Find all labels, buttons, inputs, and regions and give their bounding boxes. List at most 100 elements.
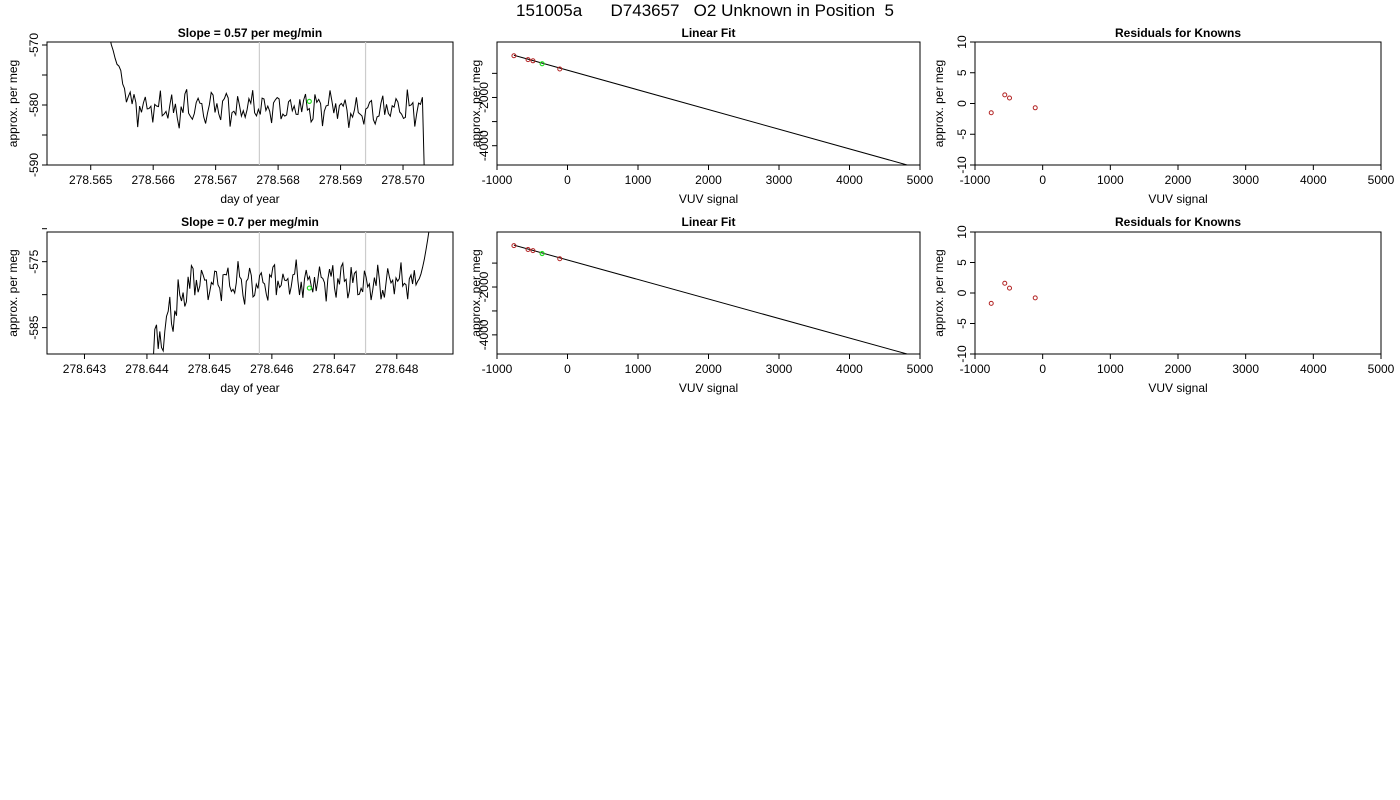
known-point bbox=[1007, 95, 1013, 101]
x-tick-label: 278.643 bbox=[63, 362, 107, 376]
y-tick-label: -10 bbox=[955, 345, 969, 363]
y-tick-label: -570 bbox=[27, 33, 41, 57]
known-point bbox=[1002, 92, 1008, 98]
plot-area bbox=[110, 42, 425, 165]
y-tick-label: -10 bbox=[955, 156, 969, 174]
x-axis-label: VUV signal bbox=[679, 192, 738, 206]
x-tick-label: 5000 bbox=[907, 362, 934, 376]
unknown-point bbox=[539, 61, 545, 67]
x-axis-label: VUV signal bbox=[679, 381, 738, 395]
x-tick-label: -1000 bbox=[960, 362, 991, 376]
known-point bbox=[525, 57, 531, 63]
known-point bbox=[988, 110, 994, 116]
x-tick-label: 278.570 bbox=[381, 173, 425, 187]
known-point bbox=[530, 58, 536, 64]
unknown-point bbox=[539, 250, 545, 257]
x-tick-label: 3000 bbox=[1232, 173, 1259, 187]
x-tick-label: -1000 bbox=[482, 173, 513, 187]
plot-area bbox=[153, 232, 430, 354]
x-tick-label: 1000 bbox=[1097, 173, 1124, 187]
x-tick-label: 2000 bbox=[1165, 362, 1192, 376]
series-line bbox=[153, 232, 430, 354]
x-tick-label: 278.645 bbox=[188, 362, 232, 376]
x-tick-label: 278.568 bbox=[256, 173, 300, 187]
x-tick-label: 278.567 bbox=[194, 173, 238, 187]
y-tick-label: -580 bbox=[27, 93, 41, 117]
y-axis-label: approx. per meg bbox=[469, 249, 483, 336]
x-tick-label: 4000 bbox=[836, 173, 863, 187]
known-point bbox=[1032, 105, 1038, 111]
known-point bbox=[557, 66, 563, 72]
chart-title: Slope = 0.57 per meg/min bbox=[178, 26, 322, 40]
timeseries-chart-2: Slope = 0.7 per meg/min 278.643 278.644 278… bbox=[6, 215, 454, 395]
linear-fit-chart-2: Linear Fit -1000 0 1000 2000 3000 4000 5000 VUV … bbox=[469, 215, 934, 395]
x-tick-label: 5000 bbox=[1368, 173, 1395, 187]
x-tick-label: 278.569 bbox=[319, 173, 363, 187]
x-tick-label: 0 bbox=[564, 173, 571, 187]
x-axis-label: day of year bbox=[220, 192, 279, 206]
y-tick-label: -2000 bbox=[477, 271, 491, 302]
y-tick-label: -5 bbox=[955, 318, 969, 329]
x-axis-label: VUV signal bbox=[1148, 381, 1207, 395]
series-line bbox=[110, 42, 425, 165]
x-tick-label: 3000 bbox=[1232, 362, 1259, 376]
y-axis-label: approx. per meg bbox=[6, 60, 20, 147]
chart-title: Linear Fit bbox=[681, 215, 735, 229]
plot-area bbox=[511, 53, 910, 165]
y-tick-label: 5 bbox=[955, 69, 969, 76]
chart-title: Linear Fit bbox=[681, 26, 735, 40]
y-tick-label: 10 bbox=[955, 35, 969, 49]
y-axis-label: approx. per meg bbox=[6, 249, 20, 336]
known-point bbox=[557, 256, 563, 262]
x-tick-label: 278.648 bbox=[375, 362, 419, 376]
plot-area bbox=[988, 92, 1038, 116]
y-axis-label: approx. per meg bbox=[932, 249, 946, 336]
y-tick-label: 0 bbox=[955, 289, 969, 296]
x-tick-label: 2000 bbox=[695, 362, 722, 376]
known-point bbox=[988, 300, 994, 306]
x-tick-label: 0 bbox=[564, 362, 571, 376]
x-tick-label: 4000 bbox=[1300, 173, 1327, 187]
x-tick-label: 3000 bbox=[766, 362, 793, 376]
x-tick-label: -1000 bbox=[482, 362, 513, 376]
x-tick-label: 0 bbox=[1039, 362, 1046, 376]
known-point bbox=[530, 248, 536, 254]
x-tick-label: 4000 bbox=[1300, 362, 1327, 376]
x-tick-label: 278.566 bbox=[131, 173, 175, 187]
page-title: 151005a D743657 O2 Unknown in Position 5 bbox=[515, 1, 895, 20]
plot-frame bbox=[46, 41, 454, 166]
plot-area bbox=[511, 243, 910, 354]
known-point bbox=[511, 53, 517, 59]
fit-line bbox=[513, 244, 910, 354]
x-tick-label: 278.646 bbox=[250, 362, 294, 376]
y-tick-label: 0 bbox=[955, 100, 969, 107]
unknown-point bbox=[306, 98, 312, 105]
y-tick-label: -4000 bbox=[477, 130, 491, 161]
y-tick-label: -575 bbox=[27, 249, 41, 273]
x-tick-label: 1000 bbox=[1097, 362, 1124, 376]
known-point bbox=[1002, 280, 1008, 286]
x-tick-label: 3000 bbox=[766, 173, 793, 187]
residuals-chart-2: Residuals for Knowns -1000 0 1000 2000 3000 40… bbox=[932, 215, 1395, 395]
x-tick-label: 2000 bbox=[695, 173, 722, 187]
y-tick-label: 10 bbox=[955, 225, 969, 239]
x-tick-label: 1000 bbox=[625, 362, 652, 376]
known-point bbox=[1032, 295, 1038, 301]
y-tick-label: -2000 bbox=[477, 82, 491, 113]
x-tick-label: 0 bbox=[1039, 173, 1046, 187]
x-tick-label: 278.647 bbox=[313, 362, 357, 376]
x-tick-label: 5000 bbox=[907, 173, 934, 187]
fit-line bbox=[513, 54, 910, 165]
x-tick-label: 278.565 bbox=[69, 173, 113, 187]
x-tick-label: -1000 bbox=[960, 173, 991, 187]
plot-frame bbox=[496, 41, 921, 166]
x-tick-label: 2000 bbox=[1165, 173, 1192, 187]
y-axis-label: approx. per meg bbox=[469, 60, 483, 147]
y-tick-label: -4000 bbox=[477, 319, 491, 350]
y-axis-label: approx. per meg bbox=[932, 60, 946, 147]
plot-area bbox=[988, 280, 1038, 306]
timeseries-chart-1: Slope = 0.57 per meg/min 278.565 278.566 27… bbox=[6, 26, 454, 206]
y-tick-label: -5 bbox=[955, 129, 969, 140]
known-point bbox=[511, 243, 517, 249]
linear-fit-chart-1: Linear Fit -1000 0 1000 2000 3000 4000 5000 VUV … bbox=[469, 26, 934, 206]
